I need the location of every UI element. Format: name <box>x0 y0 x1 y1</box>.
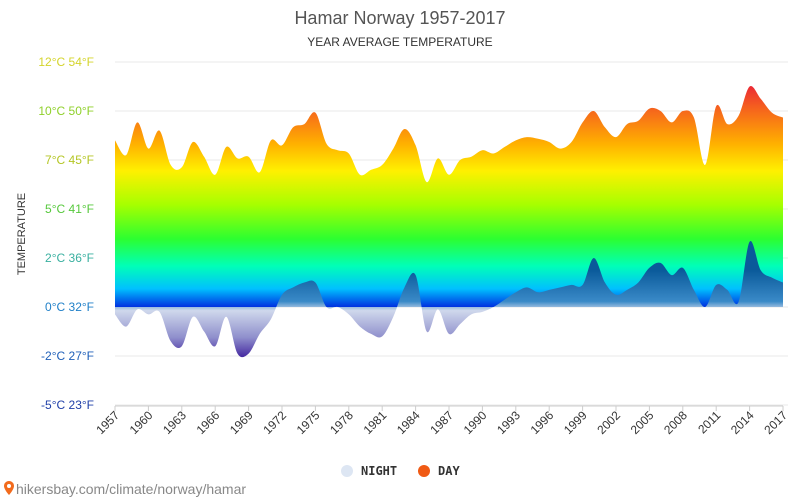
x-tick-label: 1960 <box>127 408 156 437</box>
x-tick-label: 1981 <box>361 408 390 437</box>
source-link[interactable]: hikersbay.com/climate/norway/hamar <box>4 481 246 497</box>
x-axis-ticks: 1957 1960 1963 1966 1969 1972 1975 1978 1981 1984… <box>93 406 790 437</box>
x-tick-label: 1969 <box>227 408 256 437</box>
x-tick-label: 2008 <box>661 408 690 437</box>
chart-title: Hamar Norway 1957-2017 <box>294 8 505 28</box>
y-tick-label: 10°C 50°F <box>38 104 94 118</box>
legend-label-night: NIGHT <box>361 464 397 478</box>
x-tick-label: 1999 <box>561 408 590 437</box>
legend-item-day[interactable]: DAY <box>418 464 460 478</box>
x-tick-label: 1984 <box>394 408 423 437</box>
y-tick-label: 0°C 32°F <box>45 300 94 314</box>
x-tick-label: 2011 <box>695 408 723 436</box>
x-tick-label: 1990 <box>461 408 490 437</box>
legend: NIGHT DAY <box>341 464 460 478</box>
x-tick-label: 2002 <box>594 408 623 437</box>
x-tick-label: 1978 <box>327 408 356 437</box>
y-tick-label: 5°C 41°F <box>45 202 94 216</box>
x-tick-label: 2005 <box>628 408 657 437</box>
pin-icon <box>4 481 14 495</box>
x-tick-label: 1987 <box>427 408 456 437</box>
legend-swatch-night <box>341 465 353 477</box>
x-tick-label: 1993 <box>494 408 523 437</box>
legend-item-night[interactable]: NIGHT <box>341 464 397 478</box>
x-tick-label: 2017 <box>761 408 790 437</box>
y-axis-ticks: 12°C 54°F 10°C 50°F 7°C 45°F 5°C 41°F 2°C 36… <box>38 55 94 412</box>
x-tick-label: 1957 <box>93 408 122 437</box>
legend-swatch-day <box>418 465 430 477</box>
y-tick-label: -2°C 27°F <box>41 349 94 363</box>
x-tick-label: 1966 <box>194 408 223 437</box>
x-tick-label: 1972 <box>260 408 289 437</box>
y-tick-label: -5°C 23°F <box>41 398 94 412</box>
source-text: hikersbay.com/climate/norway/hamar <box>16 481 246 497</box>
y-tick-label: 12°C 54°F <box>38 55 94 69</box>
chart-subtitle: YEAR AVERAGE TEMPERATURE <box>307 35 492 49</box>
y-tick-label: 7°C 45°F <box>45 153 94 167</box>
x-tick-label: 1975 <box>294 408 323 437</box>
x-tick-label: 1963 <box>160 408 189 437</box>
x-tick-label: 2014 <box>728 408 757 437</box>
y-tick-label: 2°C 36°F <box>45 251 94 265</box>
legend-label-day: DAY <box>438 464 460 478</box>
x-tick-label: 1996 <box>528 408 557 437</box>
y-axis-label: TEMPERATURE <box>16 193 28 275</box>
